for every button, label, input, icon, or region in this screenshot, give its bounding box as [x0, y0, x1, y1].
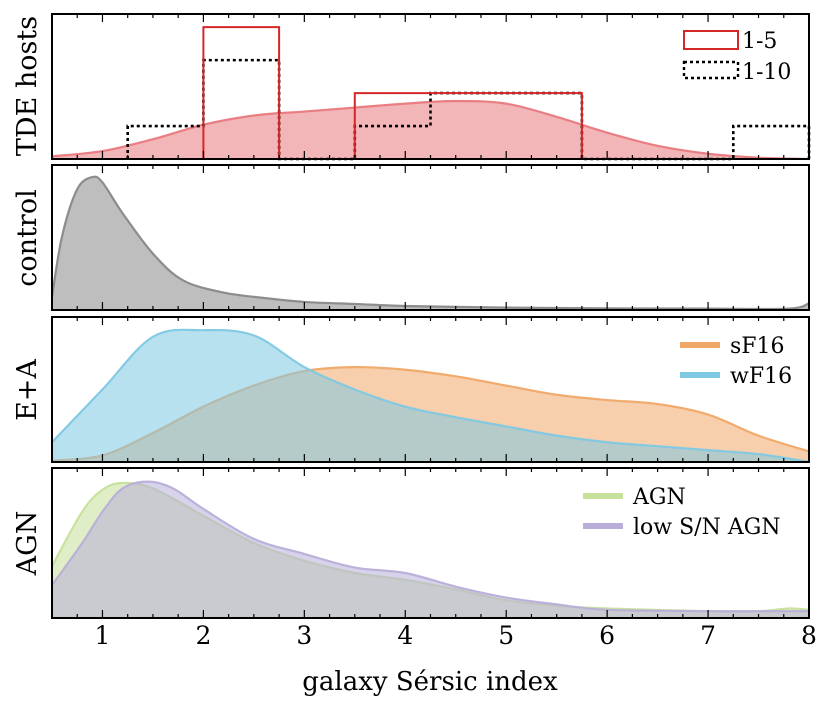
legend-label-1-5: 1-5 — [742, 29, 777, 54]
panel-e-plus-a: E+A sF16 wF16 — [12, 316, 810, 464]
tde-kde-fill — [52, 101, 809, 159]
legend: AGN low S/N AGN — [583, 485, 781, 540]
x-tick-label: 6 — [599, 621, 615, 650]
y-axis-label: AGN — [12, 511, 43, 577]
panel-tde-hosts: TDE hosts 1-5 1-10 — [12, 13, 811, 161]
y-axis-label: E+A — [12, 359, 43, 421]
control-kde-fill — [52, 176, 809, 310]
panel-agn: AGN AGN low S/N AGN — [12, 467, 810, 619]
x-tick-label: 3 — [296, 621, 312, 650]
legend-swatch-1-5 — [683, 30, 739, 50]
x-tick-label: 4 — [397, 621, 413, 650]
x-tick-labels: 1 2 3 4 5 6 7 8 — [95, 621, 817, 650]
legend: 1-5 1-10 — [682, 29, 791, 85]
x-tick-label: 7 — [700, 621, 716, 650]
series-wf16-fill — [52, 329, 809, 462]
x-tick-label: 2 — [195, 621, 211, 650]
x-axis-label: galaxy Sérsic index — [302, 667, 558, 697]
panel-control: control — [12, 164, 810, 311]
legend: sF16 wF16 — [680, 334, 792, 389]
series-low-s-n-agn-line — [51, 480, 809, 613]
series-wf16-line — [51, 328, 810, 464]
legend-label-low-sn-agn: low S/N AGN — [633, 515, 781, 540]
legend-label-agn: AGN — [632, 485, 686, 510]
legend-label-wf16: wF16 — [730, 364, 792, 389]
legend-label-sf16: sF16 — [730, 334, 785, 359]
tde-kde-line — [51, 99, 810, 161]
control-kde-line — [50, 175, 810, 311]
x-tick-label: 5 — [498, 621, 514, 650]
series-low-s-n-agn-fill — [52, 481, 809, 618]
x-tick-label: 8 — [801, 621, 817, 650]
y-axis-label: TDE hosts — [12, 16, 43, 156]
x-tick-label: 1 — [95, 621, 111, 650]
legend-swatch-1-10 — [682, 60, 740, 80]
y-axis-label: control — [12, 189, 43, 286]
legend-label-1-10: 1-10 — [742, 60, 791, 85]
